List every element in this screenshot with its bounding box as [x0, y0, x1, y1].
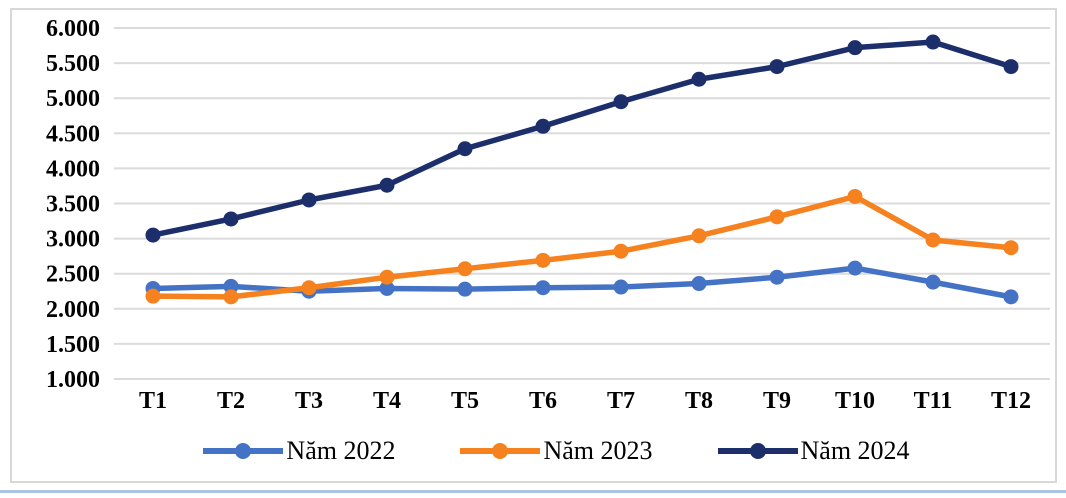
legend-item-nam-2022: Năm 2022: [202, 436, 395, 466]
data-point-marker-nam-2023: [847, 188, 863, 204]
legend-label: Năm 2022: [286, 436, 396, 465]
legend-item-nam-2024: Năm 2024: [717, 436, 910, 466]
y-axis-tick-label: 1.000: [46, 367, 100, 393]
x-axis-tick-label: T1: [139, 388, 167, 414]
y-axis-tick-label: 1.500: [46, 332, 100, 358]
data-point-marker-nam-2022: [613, 279, 629, 295]
data-point-marker-nam-2023: [613, 243, 629, 259]
data-point-marker-nam-2024: [457, 141, 473, 157]
y-axis-tick-label: 2.000: [46, 297, 100, 323]
data-point-marker-nam-2023: [145, 288, 161, 304]
data-point-marker-nam-2023: [457, 261, 473, 277]
x-axis-tick-label: T9: [763, 388, 791, 414]
data-point-marker-nam-2024: [145, 227, 161, 243]
legend-item-nam-2023: Năm 2023: [459, 436, 653, 466]
x-axis-tick-label: T3: [295, 388, 323, 414]
line-marker-icon: [717, 443, 798, 459]
data-point-marker-nam-2022: [769, 269, 785, 285]
data-point-marker-nam-2023: [301, 280, 317, 296]
y-axis-tick-label: 5.000: [46, 86, 100, 112]
data-point-marker-nam-2024: [535, 118, 551, 134]
x-axis-tick-label: T10: [835, 388, 875, 414]
data-point-marker-nam-2024: [613, 94, 629, 110]
x-axis-tick-label: T6: [529, 388, 557, 414]
data-point-marker-nam-2023: [769, 209, 785, 225]
data-point-marker-nam-2023: [223, 289, 239, 305]
chart-frame: [10, 8, 1057, 483]
data-point-marker-nam-2023: [925, 232, 941, 248]
y-axis-tick-label: 2.500: [46, 262, 100, 288]
y-axis-tick-label: 4.000: [46, 156, 100, 182]
data-point-marker-nam-2024: [691, 71, 707, 87]
data-point-marker-nam-2022: [847, 260, 863, 276]
data-point-marker-nam-2023: [379, 269, 395, 285]
data-point-marker-nam-2022: [223, 278, 239, 294]
data-point-marker-nam-2023: [535, 252, 551, 268]
data-point-marker-nam-2022: [457, 281, 473, 297]
legend-label: Năm 2023: [543, 436, 653, 465]
x-axis-tick-label: T12: [991, 388, 1031, 414]
y-axis-tick-label: 5.500: [46, 51, 100, 77]
data-point-marker-nam-2022: [535, 280, 551, 296]
x-axis-tick-label: T2: [217, 388, 245, 414]
chart-legend: Năm 2022 Năm 2023 Năm 2024: [0, 436, 1066, 466]
data-point-marker-nam-2022: [925, 274, 941, 290]
page-bottom-border: [0, 490, 1066, 493]
data-point-marker-nam-2024: [769, 59, 785, 75]
data-point-marker-nam-2024: [223, 211, 239, 227]
y-axis-tick-label: 4.500: [46, 121, 100, 147]
data-point-marker-nam-2023: [1003, 240, 1019, 256]
data-point-marker-nam-2022: [1003, 289, 1019, 305]
x-axis-tick-label: T7: [607, 388, 635, 414]
line-marker-icon: [460, 443, 541, 459]
data-point-marker-nam-2022: [379, 280, 395, 296]
y-axis-tick-label: 6.000: [46, 16, 100, 42]
data-point-marker-nam-2024: [847, 40, 863, 56]
line-marker-icon: [203, 443, 284, 459]
x-axis-tick-label: T11: [914, 388, 953, 414]
data-point-marker-nam-2023: [691, 228, 707, 244]
data-point-marker-nam-2024: [925, 34, 941, 50]
data-point-marker-nam-2024: [1003, 59, 1019, 75]
data-point-marker-nam-2024: [301, 192, 317, 208]
series-line-nam-2024: [150, 39, 1014, 238]
x-axis-tick-label: T8: [685, 388, 713, 414]
y-axis-tick-label: 3.000: [46, 227, 100, 253]
x-axis-tick-label: T4: [373, 388, 401, 414]
y-axis-tick-label: 3.500: [46, 192, 100, 218]
x-axis-tick-label: T5: [451, 388, 479, 414]
series-line-nam-2023: [150, 193, 1014, 300]
data-point-marker-nam-2024: [379, 177, 395, 193]
legend-label: Năm 2024: [800, 436, 910, 465]
data-point-marker-nam-2022: [691, 276, 707, 292]
